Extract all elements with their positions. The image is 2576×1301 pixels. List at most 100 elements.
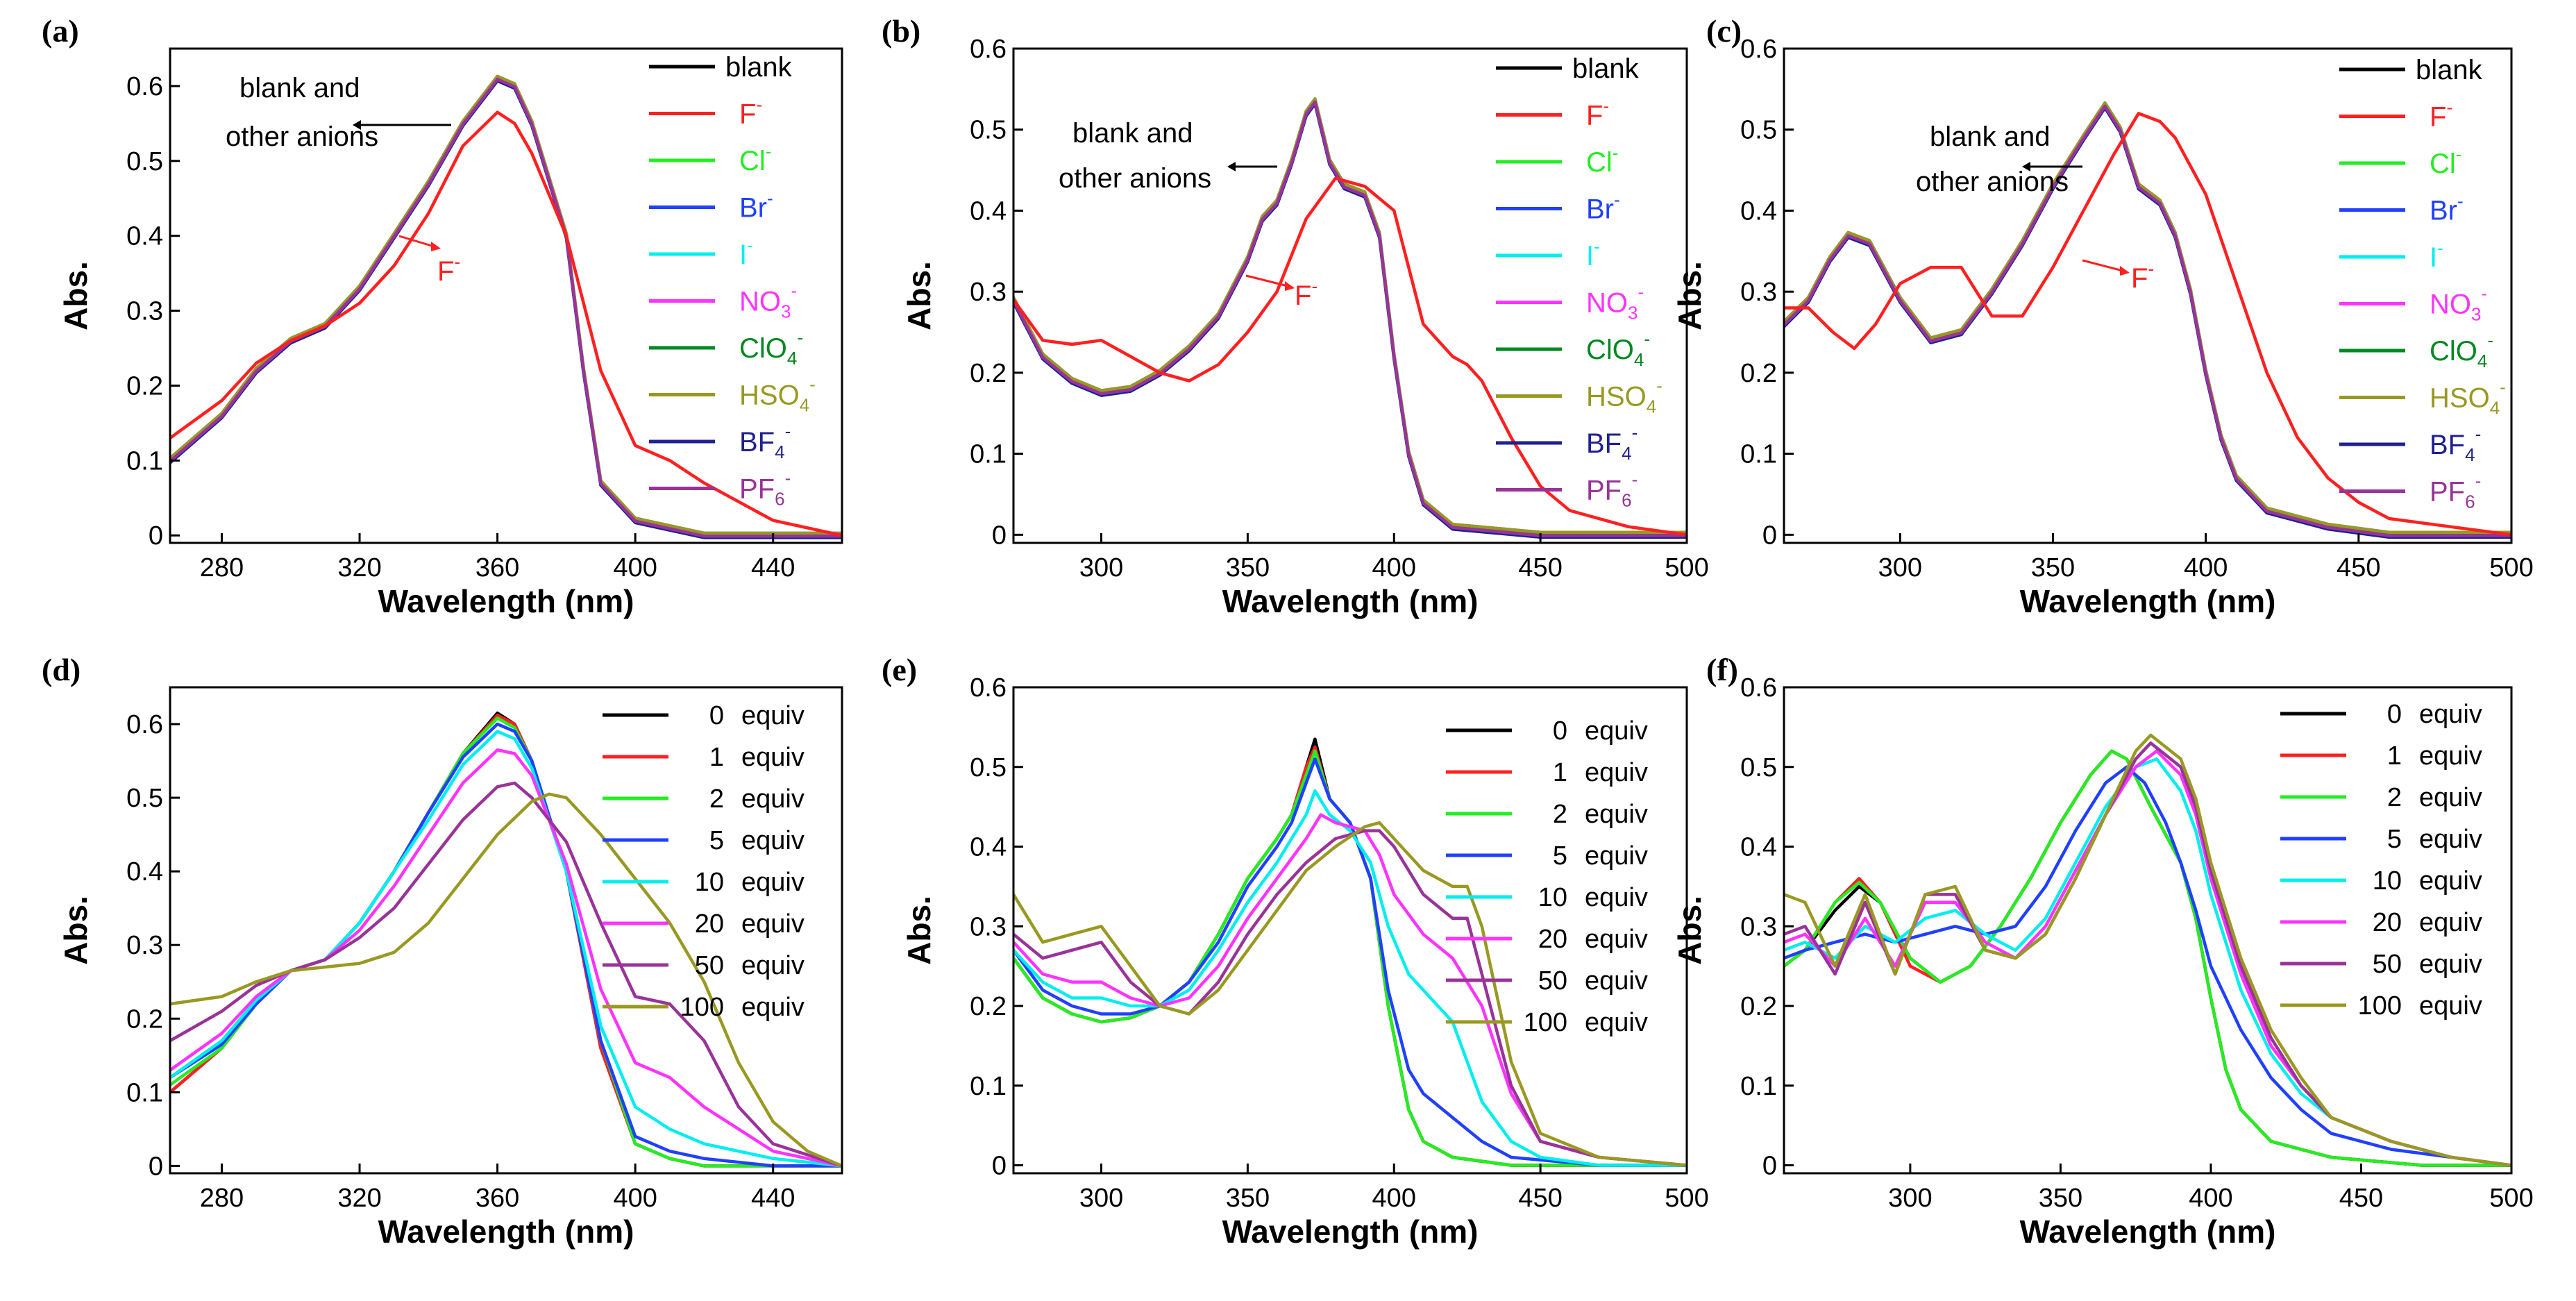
series-line-0 (1784, 749, 2511, 1167)
series-line-f (170, 110, 842, 537)
legend-item: 50 equiv (1446, 966, 1648, 996)
legend-unit: equiv (741, 701, 805, 730)
legend-label: F- (1586, 96, 1609, 131)
legend-label: blank (725, 52, 793, 83)
y-axis-title: Abs. (58, 896, 94, 965)
y-tick-label: 0.5 (126, 784, 163, 813)
legend-unit: equiv (1585, 925, 1648, 954)
x-axis-title: Wavelength (nm) (378, 1214, 634, 1250)
legend-label: NO3- (2430, 283, 2487, 325)
x-tick-label: 350 (2031, 553, 2075, 582)
series-line-f (1784, 112, 2511, 537)
legend-item: 20 equiv (2280, 908, 2482, 937)
series-line-2 (1013, 749, 1687, 1167)
legend-item: Cl- (1496, 142, 1618, 178)
legend-item: ClO4- (1496, 328, 1650, 370)
x-tick-label: 300 (1888, 1184, 1932, 1213)
legend-label: I- (739, 235, 753, 270)
x-axis-title: Wavelength (nm) (1222, 1214, 1479, 1250)
legend-item: BF4- (1496, 422, 1638, 464)
legend-label: 50 (695, 951, 724, 980)
x-tick-label: 500 (2489, 553, 2533, 582)
legend-item: HSO4- (2339, 377, 2506, 419)
legend-label: Cl- (1586, 142, 1618, 178)
legend-item: HSO4- (1496, 376, 1662, 417)
legend-item: 1 equiv (603, 743, 805, 772)
legend-label: I- (2430, 237, 2443, 273)
plot-frame (1783, 686, 2513, 1175)
legend-label: blank (2416, 55, 2483, 85)
legend-item: Br- (2339, 191, 2464, 226)
y-tick-label: 0.1 (1740, 440, 1777, 469)
y-axis-title: Abs. (1672, 261, 1708, 330)
y-tick-label: 0.6 (126, 710, 163, 739)
annotation-text-f: F- (1295, 276, 1318, 311)
series-line-100 (170, 792, 842, 1168)
legend-item: blank (649, 52, 793, 83)
legend-label: 2 (709, 784, 724, 814)
legend-item: 100 equiv (603, 993, 805, 1022)
annotation-text-f: F- (437, 251, 460, 287)
arrow-head-icon (2022, 162, 2030, 171)
y-tick-label: 0.5 (126, 147, 163, 176)
annotation-text: blank and (1072, 118, 1193, 149)
legend-label: 1 (2387, 741, 2402, 771)
annotation-text: other anions (1916, 167, 2069, 197)
legend-unit: equiv (1585, 716, 1648, 746)
legend-label: I- (1586, 236, 1600, 271)
legend-label: HSO4- (1586, 376, 1662, 417)
series-line-clo4 (1784, 103, 2511, 536)
x-tick-label: 450 (1518, 1184, 1562, 1213)
series-line-100 (1013, 821, 1687, 1167)
x-axis-title: Wavelength (nm) (1222, 583, 1479, 619)
legend-item: blank (2339, 55, 2483, 85)
series-line-no3 (1784, 104, 2511, 537)
chart-panel-d: (d) 280 320 360 400 440 0 0.1 0.2 0.3 0.4 0.5 0.6 Wav… (42, 652, 843, 1250)
legend-label: 50 (2373, 950, 2402, 979)
x-tick-label: 400 (2189, 1184, 2232, 1213)
legend-label: ClO4- (2430, 330, 2493, 371)
x-axis-title: Wavelength (nm) (2020, 583, 2276, 619)
series-group (1013, 737, 1687, 1167)
legend-item: NO3- (1496, 282, 1644, 324)
legend-label: BF4- (2430, 423, 2481, 465)
legend-label: 2 (2387, 783, 2402, 812)
x-tick-label: 400 (1372, 553, 1416, 582)
legend-item: 0 equiv (2280, 700, 2482, 729)
y-tick-label: 0 (992, 521, 1007, 550)
legend-label: 20 (695, 909, 724, 939)
legend-unit: equiv (2419, 866, 2482, 896)
legend-label: PF6- (739, 468, 791, 510)
chart-panel-e: (e)300 350 400 450 50000.10.20.30.40.50.6Wav… (882, 652, 1709, 1250)
annotation-arrow (1245, 274, 1288, 287)
legend-unit: equiv (741, 909, 805, 939)
legend-label: 20 (2373, 908, 2402, 937)
y-tick-label: 0.3 (126, 297, 163, 326)
x-tick-label: 450 (2337, 553, 2380, 582)
legend-item: 1 equiv (2280, 741, 2482, 771)
series-group (170, 74, 842, 539)
x-tick-label: 500 (1665, 1184, 1708, 1213)
legend: blank F- Cl- Br- I- NO3- ClO4- HSO4-BF4- PF6- (2339, 55, 2506, 512)
legend-item: 50 equiv (603, 951, 805, 980)
annotation-arrow (2082, 259, 2123, 272)
y-axis-title: Abs. (1672, 896, 1708, 965)
x-tick-label: 400 (2184, 553, 2228, 582)
legend-label: Br- (739, 188, 773, 224)
legend-unit: equiv (741, 784, 805, 814)
legend-unit: equiv (741, 951, 805, 980)
y-axis-title: Abs. (901, 896, 937, 965)
series-line-20 (1784, 749, 2511, 1167)
x-tick-label: 300 (1079, 1184, 1123, 1213)
legend-unit: equiv (1585, 1008, 1648, 1037)
series-line-pf6 (1013, 100, 1687, 537)
y-tick-label: 0.1 (1740, 1072, 1777, 1101)
y-tick-label: 0 (149, 521, 163, 551)
legend-label: 0 (709, 701, 724, 730)
chart-panel-c: (c) 300 350 400 450 500 0 0.1 0.2 0.3 0.4 0.5 0.6 Wav… (1672, 13, 2534, 619)
series-group (1784, 733, 2511, 1167)
legend-item: I- (649, 235, 753, 270)
series-line-10 (1013, 789, 1687, 1167)
y-tick-label: 0.6 (1740, 673, 1777, 703)
